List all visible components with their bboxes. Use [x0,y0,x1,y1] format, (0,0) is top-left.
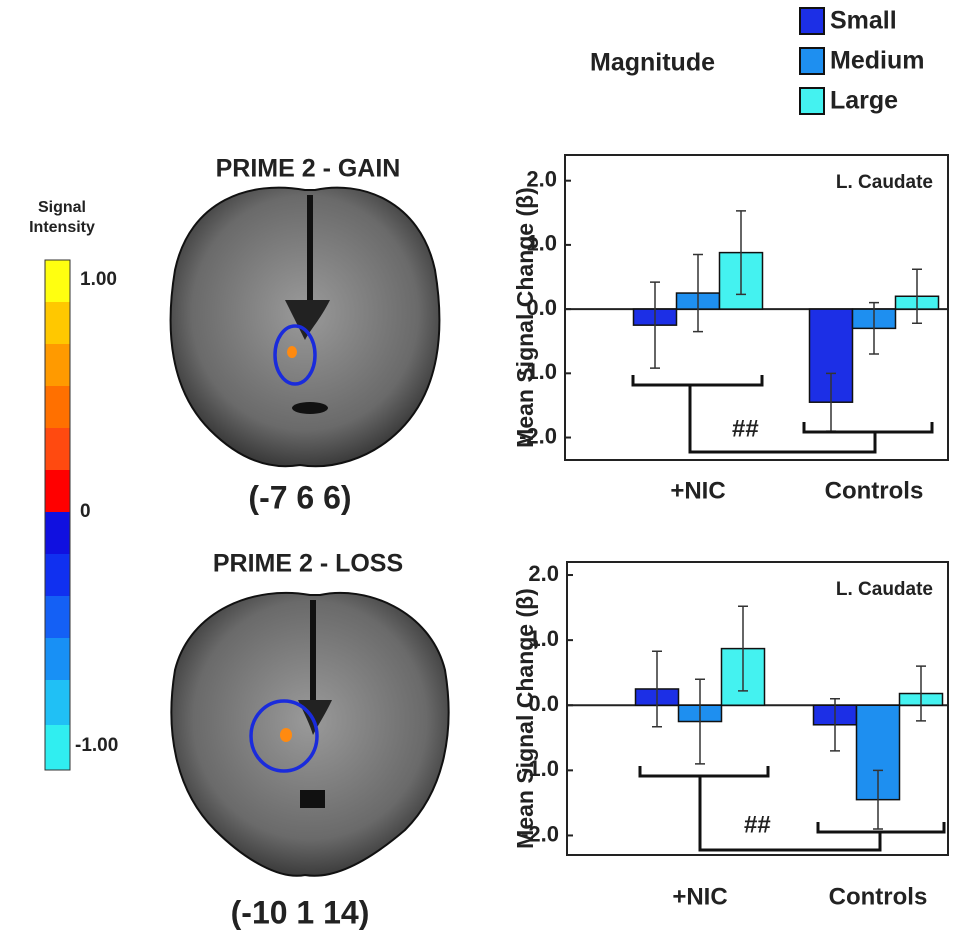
figure: Signal Intensity 1.00 0 -1.00 PRIME 2 - … [0,0,963,944]
legend-label: Medium [830,47,924,75]
legend-title: Magnitude [590,49,715,77]
colorbar-title: Signal [38,199,86,216]
x-tick-label: Controls [825,477,924,504]
brain-title: PRIME 2 - GAIN [216,155,401,183]
significance: ## [744,811,771,838]
brain-image [171,188,440,467]
legend-swatch [800,8,824,34]
y-axis-label: Mean Signal Change (β) [512,187,538,448]
legend-label: Large [830,87,898,115]
annotation: L. Caudate [836,579,933,600]
significance: ## [732,415,759,442]
x-tick-label: +NIC [670,477,725,504]
y-tick-label: 2.0 [528,561,559,586]
x-tick-label: +NIC [672,883,727,910]
brain-title: PRIME 2 - LOSS [213,550,403,578]
brain-coords: (-7 6 6) [248,479,351,515]
brain-coords: (-10 1 14) [231,894,370,930]
bracket [633,375,932,452]
brain-image [171,593,448,876]
x-tick-label: Controls [829,883,928,910]
y-axis-label: Mean Signal Change (β) [512,588,538,849]
colorbar-label: 1.00 [80,269,117,290]
colorbar-label: -1.00 [75,735,118,756]
legend-swatch [800,48,824,74]
legend-swatch [800,88,824,114]
legend-label: Small [830,7,897,35]
colorbar [45,260,70,770]
annotation: L. Caudate [836,172,933,193]
colorbar-title: Intensity [29,219,95,236]
colorbar-label: 0 [80,501,91,522]
